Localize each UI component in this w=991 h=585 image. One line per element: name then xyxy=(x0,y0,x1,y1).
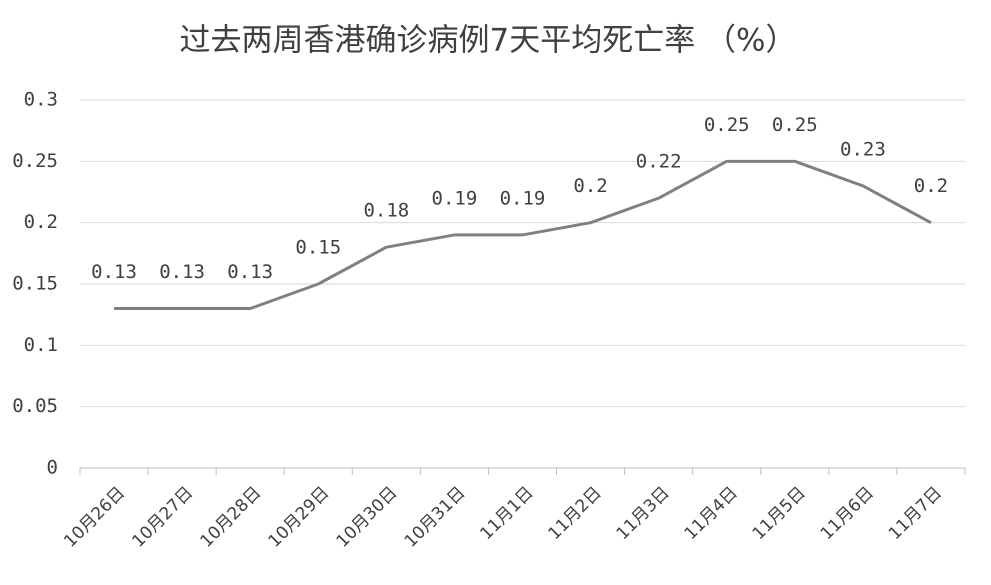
data-label: 0.23 xyxy=(840,138,886,160)
y-tick-label: 0.1 xyxy=(24,334,58,356)
data-label: 0.2 xyxy=(573,175,607,197)
x-tick-label: 11月1日 xyxy=(476,483,537,544)
data-label: 0.13 xyxy=(227,261,273,283)
x-tick-label: 11月6日 xyxy=(817,483,878,544)
x-tick-label: 10月27日 xyxy=(128,483,197,552)
x-tick-label: 10月26日 xyxy=(60,483,129,552)
chart-title: 过去两周香港确诊病例7天平均死亡率 （%） xyxy=(179,23,796,59)
data-label: 0.19 xyxy=(432,187,478,209)
y-tick-label: 0.3 xyxy=(24,89,58,111)
data-label: 0.13 xyxy=(159,261,205,283)
x-tick-label: 11月3日 xyxy=(613,483,674,544)
x-tick-label: 10月29日 xyxy=(265,483,334,552)
y-tick-label: 0.05 xyxy=(12,395,58,417)
data-label: 0.19 xyxy=(500,187,546,209)
y-tick-label: 0.2 xyxy=(24,211,58,233)
x-tick-label: 10月28日 xyxy=(196,483,265,552)
data-label: 0.18 xyxy=(363,200,409,222)
x-tick-label: 11月4日 xyxy=(681,483,742,544)
x-tick-label: 11月5日 xyxy=(749,483,810,544)
y-tick-label: 0 xyxy=(47,457,58,479)
x-tick-label: 11月7日 xyxy=(885,483,946,544)
x-tick-label: 10月30日 xyxy=(333,483,402,552)
x-tick-label: 10月31日 xyxy=(401,483,470,552)
y-tick-label: 0.25 xyxy=(12,150,58,172)
x-tick-label: 11月2日 xyxy=(545,483,606,544)
data-label: 0.2 xyxy=(914,175,948,197)
line xyxy=(114,159,932,311)
y-tick-label: 0.15 xyxy=(12,273,58,295)
data-label: 0.25 xyxy=(704,114,750,136)
data-label: 0.13 xyxy=(91,261,137,283)
data-label: 0.15 xyxy=(295,237,341,259)
data-label: 0.25 xyxy=(772,114,818,136)
data-label: 0.22 xyxy=(636,151,682,173)
